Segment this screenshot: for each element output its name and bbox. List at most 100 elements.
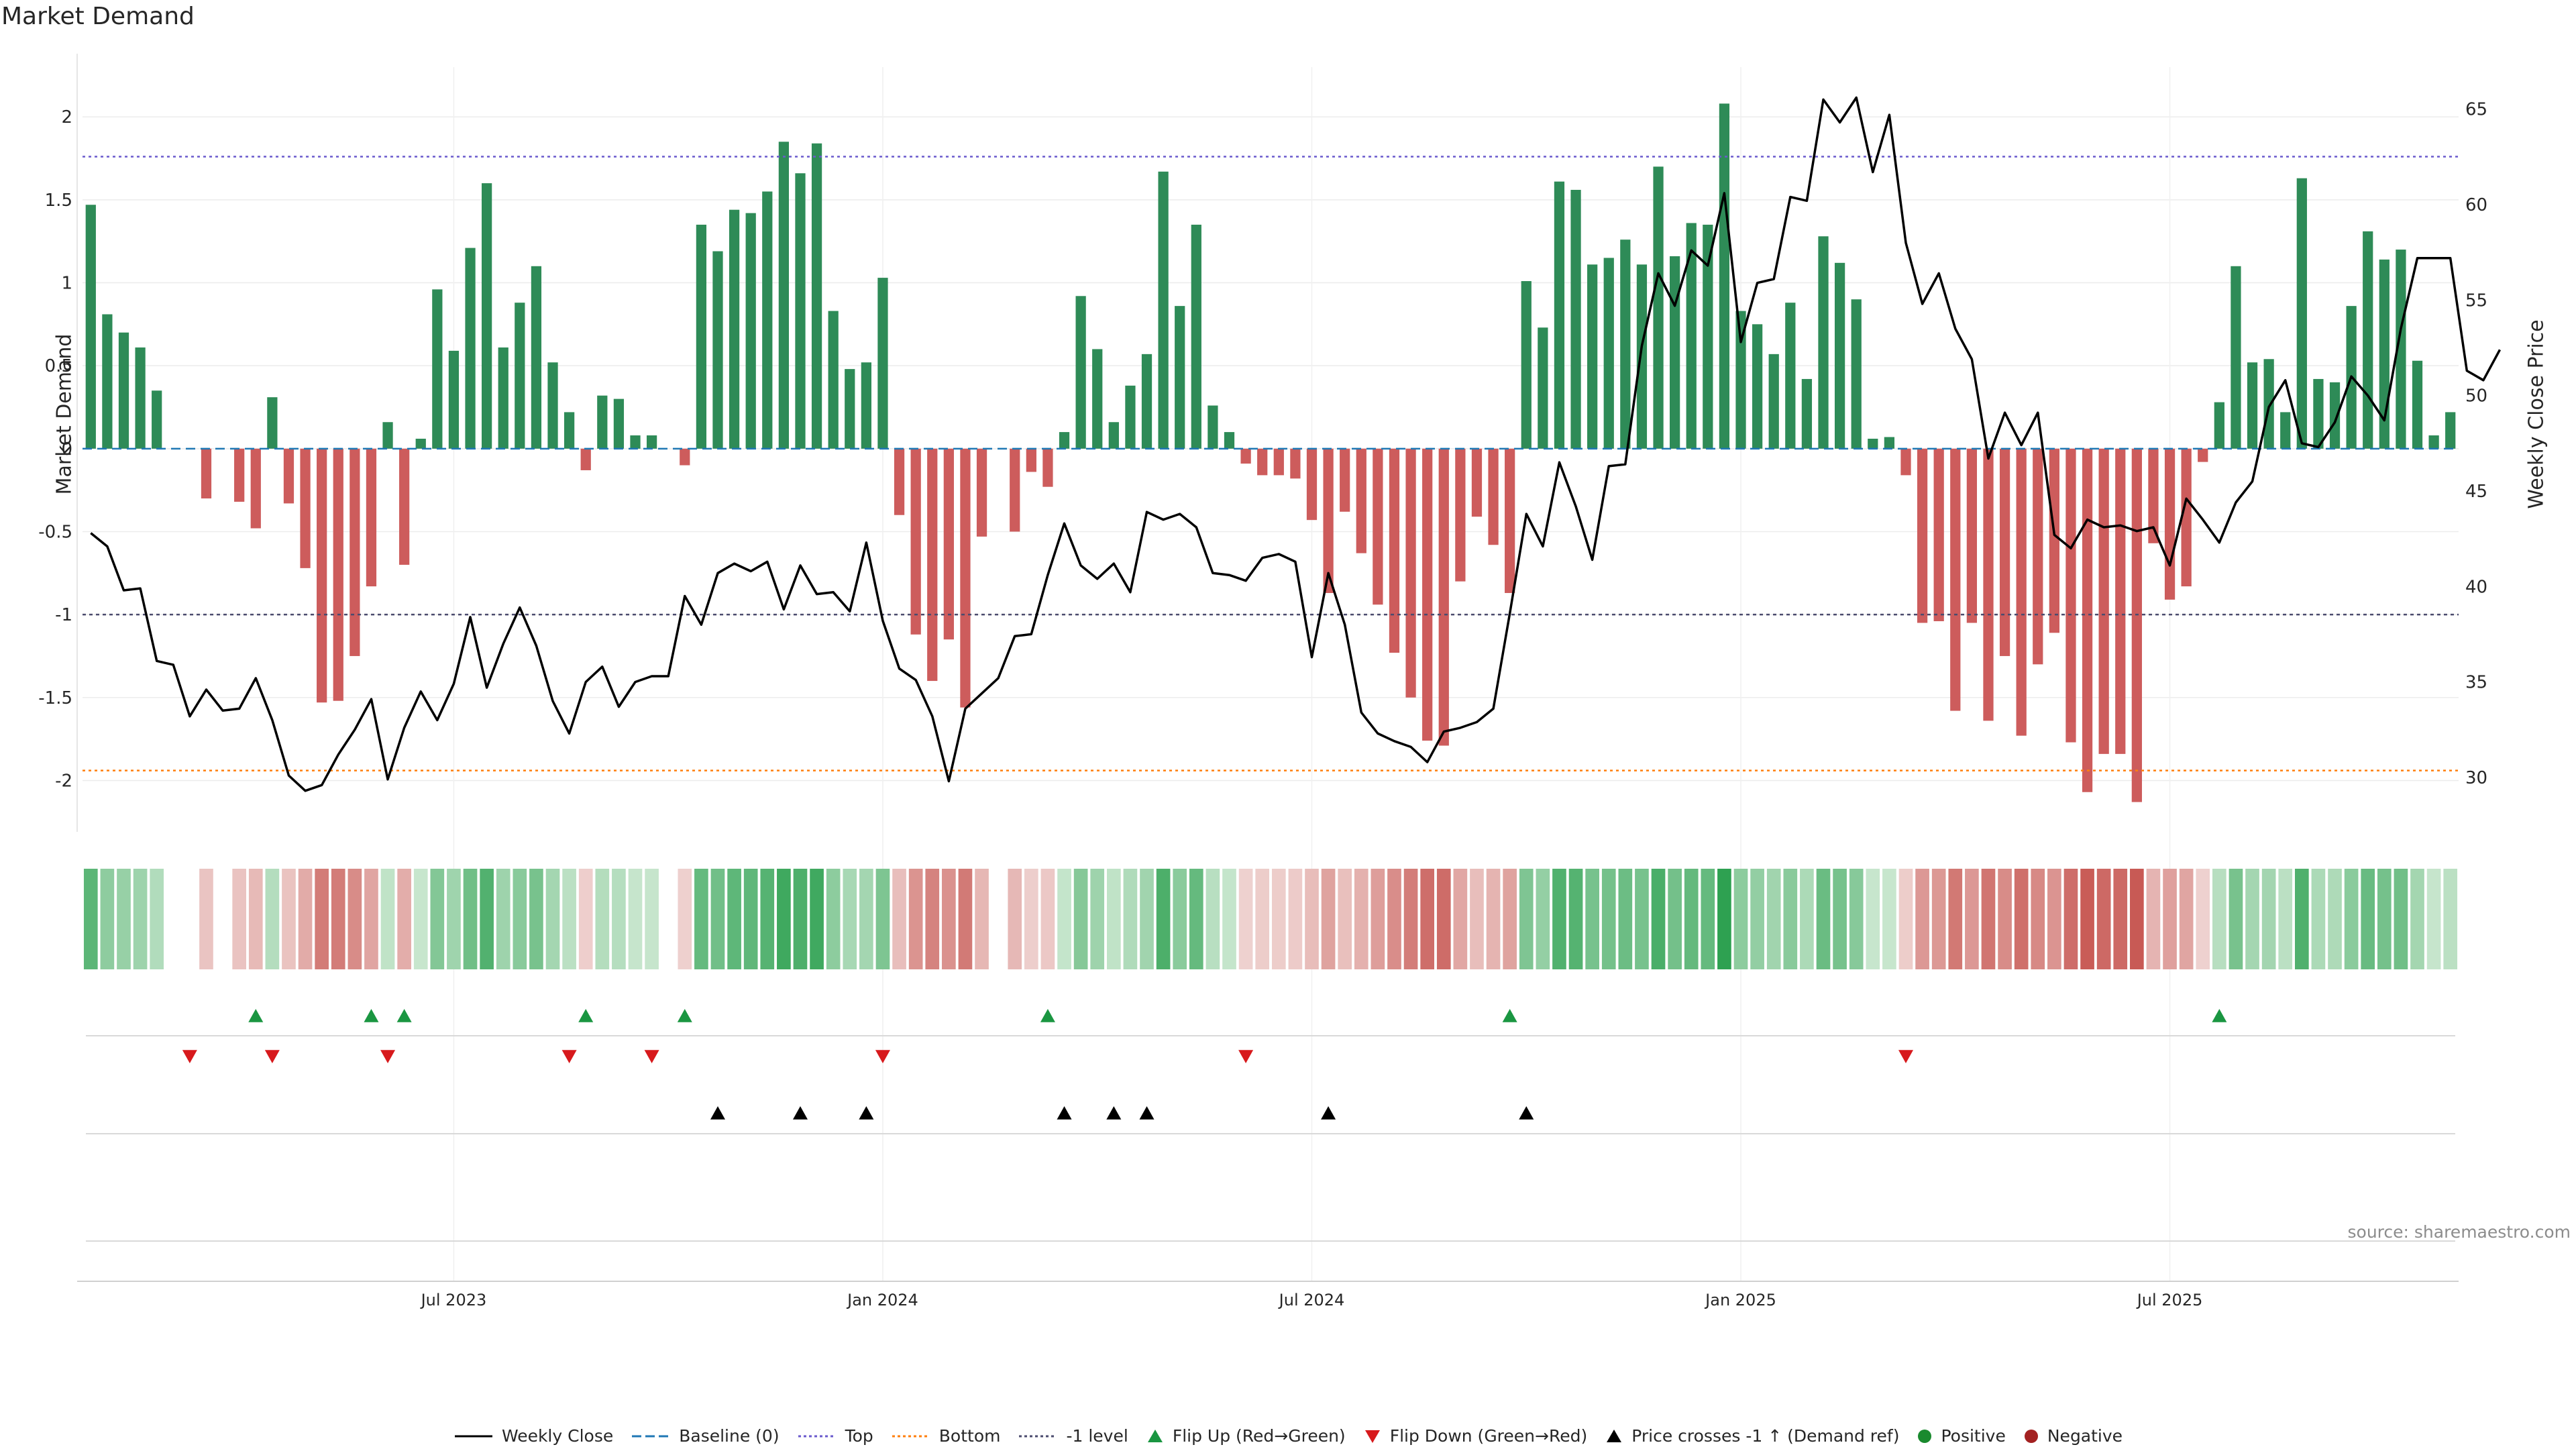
heat-cell	[2014, 869, 2029, 969]
heat-cell	[1519, 869, 1534, 969]
heat-cell	[1189, 869, 1203, 969]
heat-cell	[1486, 869, 1501, 969]
legend-swatch-icon	[1607, 1429, 1622, 1442]
y2-tick-label: 45	[2465, 482, 2487, 502]
heat-cell	[810, 869, 824, 969]
demand-bar	[1785, 303, 1796, 449]
y-tick-label: -0.5	[38, 522, 72, 542]
heat-cell	[315, 869, 329, 969]
heat-cell	[1601, 869, 1616, 969]
demand-bar	[1851, 299, 1862, 449]
y2-tick-label: 30	[2465, 768, 2487, 788]
demand-heat-strip	[83, 869, 2458, 969]
legend-label: Positive	[1941, 1426, 2006, 1446]
demand-bar	[2049, 448, 2059, 633]
demand-bar	[1108, 422, 1119, 449]
heat-cell	[2196, 869, 2210, 969]
demand-bar	[943, 448, 954, 640]
heat-cell	[1173, 869, 1187, 969]
heat-cell	[2426, 869, 2441, 969]
heat-cell	[2113, 869, 2128, 969]
demand-bar	[152, 390, 162, 449]
legend-swatch-icon	[798, 1435, 836, 1437]
legend-item: Price crosses -1 ↑ (Demand ref)	[1605, 1426, 1899, 1446]
heat-cell	[777, 869, 791, 969]
heat-cell	[2278, 869, 2293, 969]
heat-cell	[1238, 869, 1253, 969]
heat-cell	[678, 869, 692, 969]
heat-cell	[463, 869, 478, 969]
heat-cell	[1750, 869, 1764, 969]
demand-bar	[1521, 281, 1532, 449]
y-tick-label: 1.5	[45, 191, 72, 211]
heat-cell	[2377, 869, 2392, 969]
heat-cell	[1635, 869, 1649, 969]
demand-bar	[894, 448, 905, 515]
demand-bar	[729, 209, 740, 449]
grid-layer	[83, 67, 2459, 1281]
demand-bar	[795, 173, 806, 449]
demand-bar	[1026, 448, 1036, 472]
demand-bar	[1373, 448, 1383, 605]
demand-bar	[1224, 432, 1235, 449]
legend-label: Baseline (0)	[679, 1426, 780, 1446]
axes: 2 1.5 1 0.5 0 -0.5 -1 -1.5 -2 65 60 55 50 45 40 35 30 Jul…	[38, 54, 2487, 1309]
demand-bar	[1719, 103, 1730, 449]
heat-cell	[1849, 869, 1864, 969]
demand-bar	[432, 289, 443, 449]
heat-cell	[2130, 869, 2144, 969]
demand-bar	[1257, 448, 1268, 476]
y-tick-label: -1	[55, 605, 72, 625]
heat-cell	[1536, 869, 1550, 969]
heat-cell	[331, 869, 345, 969]
demand-bar	[2445, 412, 2456, 449]
demand-bar	[2198, 448, 2208, 462]
heat-cell	[1008, 869, 1022, 969]
heat-cell	[2212, 869, 2226, 969]
legend-swatch-icon	[892, 1435, 930, 1437]
demand-bar	[1158, 171, 1169, 449]
heat-cell	[1651, 869, 1666, 969]
x-tick-label: Jul 2024	[1278, 1291, 1345, 1309]
demand-bar	[2033, 448, 2043, 665]
demand-bar	[382, 422, 393, 449]
legend: Weekly Close Baseline (0) Top Bottom -1 leve…	[0, 1426, 2576, 1446]
demand-bar	[135, 347, 146, 449]
heat-cell	[1915, 869, 1929, 969]
heat-cell	[1882, 869, 1896, 969]
heat-cell	[1931, 869, 1946, 969]
demand-bar	[283, 448, 294, 504]
x-tick-label: Jul 2023	[420, 1291, 487, 1309]
demand-bar	[1042, 448, 1053, 487]
demand-bar	[234, 448, 245, 502]
heat-cell	[2245, 869, 2259, 969]
legend-swatch-icon	[1147, 1429, 1163, 1442]
heat-cell	[826, 869, 841, 969]
heat-cell	[2146, 869, 2161, 969]
y-tick-label: 0.5	[45, 356, 72, 376]
heat-cell	[1436, 869, 1451, 969]
heat-cell	[1866, 869, 1880, 969]
demand-bar	[564, 412, 575, 449]
heat-cell	[545, 869, 560, 969]
legend-item: -1 level	[1018, 1426, 1128, 1446]
demand-bar	[1603, 258, 1614, 449]
heat-cell	[1568, 869, 1583, 969]
demand-bar	[1075, 296, 1086, 449]
weekly-close-polyline	[90, 96, 2502, 792]
heat-cell	[1040, 869, 1055, 969]
chart-title: Market Demand	[1, 3, 195, 30]
demand-bar	[102, 314, 113, 449]
heat-cell	[1271, 869, 1286, 969]
x-tick-label: Jan 2024	[846, 1291, 918, 1309]
flip-down-marker	[182, 1050, 197, 1063]
demand-bar	[1653, 166, 1664, 449]
demand-bar	[482, 183, 492, 449]
demand-bar	[1175, 306, 1185, 449]
x-tick-label: Jan 2025	[1704, 1291, 1776, 1309]
heat-cell	[100, 869, 115, 969]
legend-item: Positive	[1917, 1426, 2006, 1446]
reference-lines	[83, 156, 2459, 771]
heat-cell	[2229, 869, 2243, 969]
demand-bar	[415, 438, 426, 449]
